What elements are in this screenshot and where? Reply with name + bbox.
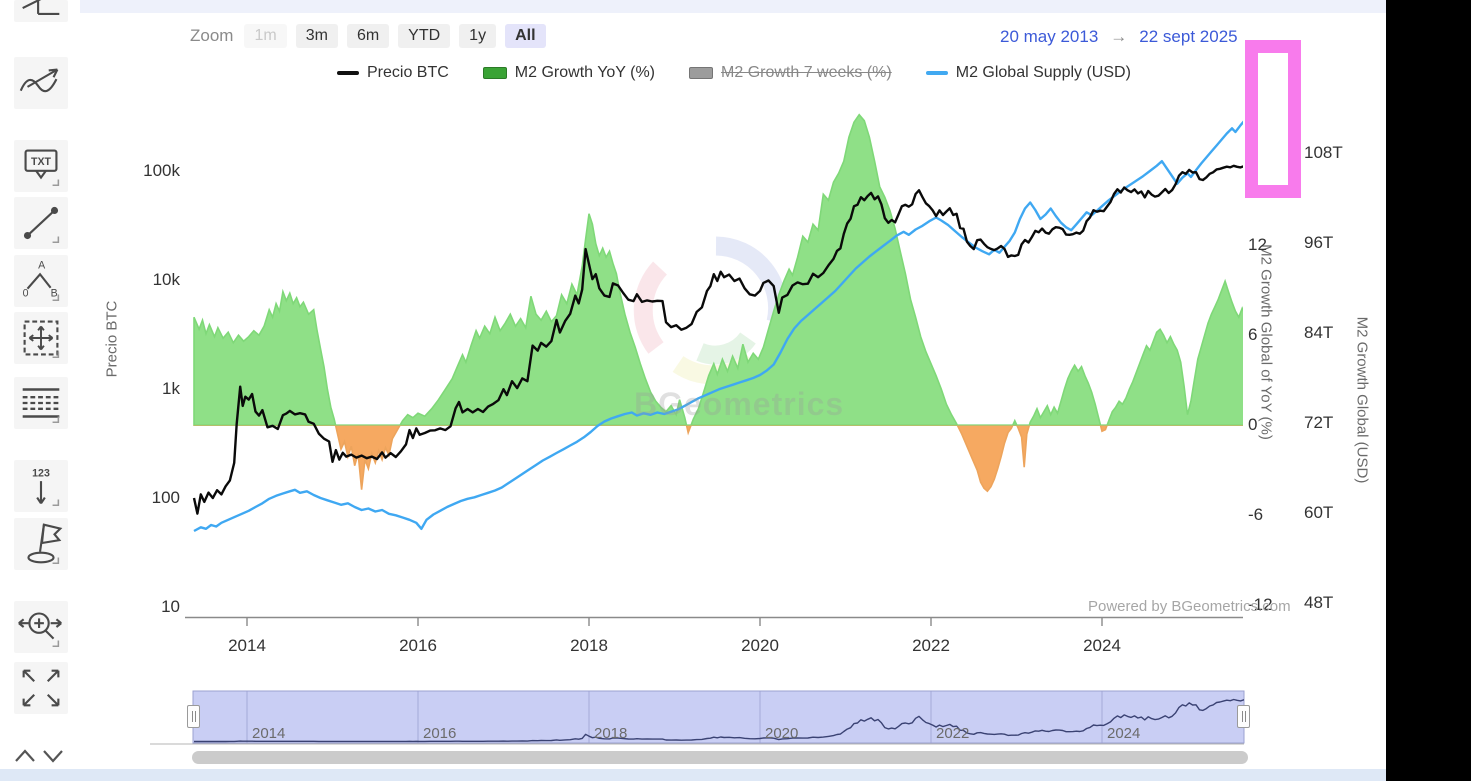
toolbar-zoom-selection-tool-button[interactable] [14,601,68,653]
navigator-left-handle[interactable] [187,705,200,728]
legend-item-m2-global-supply-usd-[interactable]: M2 Global Supply (USD) [925,64,1131,82]
legend-swatch-icon [689,67,714,79]
m2-growth-yoy-area [193,113,1243,426]
pink-annotation-rectangle[interactable] [1245,40,1301,198]
partial-chart-tool-icon [22,0,60,15]
navigator-selected-range [193,691,1244,743]
line-segment-tool-icon [23,206,60,244]
bottom-strip [0,769,1386,781]
toolbar-trend-arrow-tool-button[interactable] [14,57,68,109]
legend-item-m2-growth-yoy-[interactable]: M2 Growth YoY (%) [482,64,656,82]
toolbar-fullscreen-tool-button[interactable] [14,662,68,714]
trend-arrow-tool-icon [19,68,59,93]
toolbar-collapse-controls [12,744,68,771]
navigator-right-handle[interactable] [1237,705,1250,728]
toolbar-partial-chart-tool-button[interactable] [14,0,68,22]
right-black-panel [1386,0,1471,781]
select-move-tool-icon [23,320,60,359]
zoom-button-all[interactable]: All [505,24,546,48]
zoom-selection-tool-icon [18,612,62,648]
zoom-button-1y[interactable]: 1y [459,24,497,48]
table-rows-tool-icon [22,388,60,424]
legend-item-m2-growth-7-weeks-[interactable]: M2 Growth 7 weeks (%) [689,64,892,82]
legend-label: M2 Growth 7 weeks (%) [721,64,892,81]
text-annotation-tool-icon: TXT [24,149,60,187]
chart-legend: Precio BTC M2 Growth YoY (%) M2 Growth 7 w… [337,64,1131,82]
legend-swatch-icon [925,71,948,75]
svg-text:0: 0 [23,287,29,299]
flag-marker-tool-icon [27,523,63,565]
chevron-down-icon[interactable] [43,750,63,763]
date-arrow-icon: → [1110,27,1128,46]
powered-by-link[interactable]: Powered by BGeometrics.com [1088,598,1291,615]
zoom-button-3m[interactable]: 3m [295,24,338,48]
zoom-button-6m[interactable]: 6m [346,24,390,48]
date-end[interactable]: 22 sept 2025 [1139,27,1238,46]
zoom-button-ytd[interactable]: YTD [398,24,451,48]
legend-swatch-icon [482,67,507,79]
zoom-button-1m: 1m [244,24,287,48]
toolbar-numbers-arrow-tool-button[interactable]: 123 [14,460,68,512]
top-band [80,0,1386,13]
date-start[interactable]: 20 may 2013 [1000,27,1099,46]
date-range: 20 may 2013 → 22 sept 2025 [1000,27,1238,47]
legend-label: M2 Global Supply (USD) [955,64,1131,81]
angle-measure-tool-icon: A 0 B [23,259,60,302]
toolbar-text-annotation-tool-button[interactable]: TXT [14,140,68,192]
watermark-text: BGeometrics [634,386,845,422]
legend-item-precio-btc[interactable]: Precio BTC [337,64,449,82]
toolbar-flag-marker-tool-button[interactable] [14,518,68,570]
m2-growth-yoy-negative-area [193,425,1243,493]
zoom-label: Zoom [190,26,234,45]
numbers-arrow-tool-icon: 123 [32,467,60,507]
legend-label: M2 Growth YoY (%) [514,64,656,81]
zoom-range-bar: Zoom 1m 3m 6m YTD 1y All [190,24,546,48]
navigator-series-line [194,698,1244,743]
m2-global-supply-line [193,120,1243,533]
legend-swatch-icon [337,71,359,75]
toolbar-angle-measure-tool-button[interactable]: A 0 B [14,255,68,307]
navigator-scrollbar[interactable] [192,751,1248,764]
svg-text:TXT: TXT [31,156,52,168]
svg-text:B: B [51,287,58,299]
toolbar-line-segment-tool-button[interactable] [14,197,68,249]
precio-btc-line [192,164,1243,515]
legend-label: Precio BTC [367,64,449,81]
fullscreen-tool-icon [22,669,60,707]
toolbar-select-move-tool-button[interactable] [14,312,68,364]
toolbar-table-rows-tool-button[interactable] [14,377,68,429]
svg-text:123: 123 [32,467,50,479]
chevron-up-icon[interactable] [15,749,35,762]
svg-text:A: A [38,259,46,271]
